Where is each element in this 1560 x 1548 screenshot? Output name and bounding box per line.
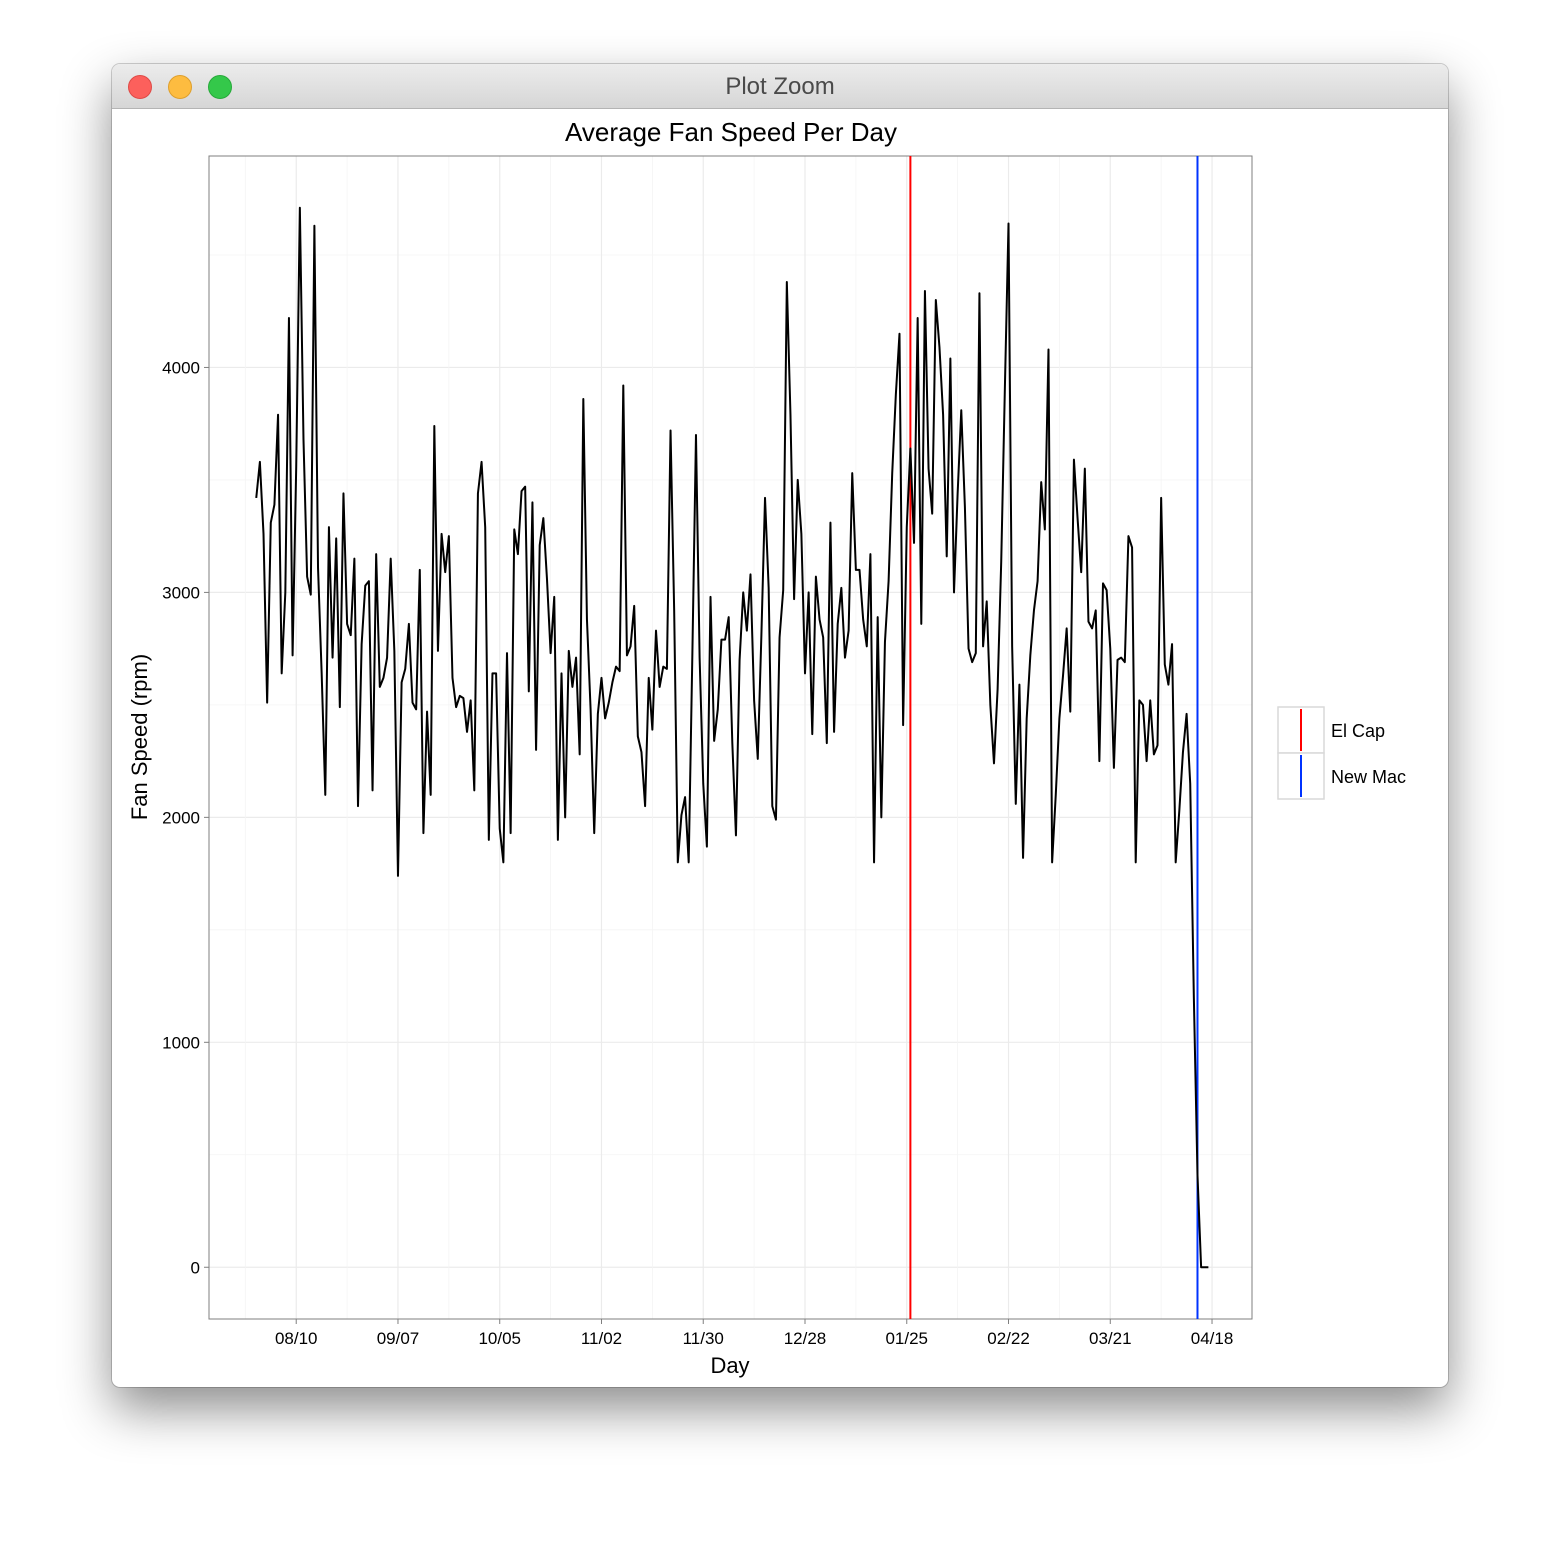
x-tick-label: 11/02 bbox=[581, 1329, 622, 1348]
y-axis-label: Fan Speed (rpm) bbox=[127, 654, 152, 820]
y-tick-label: 0 bbox=[191, 1258, 200, 1277]
x-axis-label: Day bbox=[710, 1353, 749, 1378]
series bbox=[255, 206, 1209, 1269]
legend: El Cap New Mac bbox=[1277, 706, 1406, 800]
fan-speed-chart: Average Fan Speed Per Day 0 1000 2000 3000 4… bbox=[127, 117, 1406, 1378]
y-tick-label: 3000 bbox=[162, 583, 200, 602]
legend-label: El Cap bbox=[1331, 721, 1385, 741]
x-tick-label: 11/30 bbox=[683, 1329, 724, 1348]
x-tick-label: 01/25 bbox=[885, 1329, 928, 1348]
minimize-button[interactable] bbox=[168, 75, 192, 99]
plot-area: Average Fan Speed Per Day 0 1000 2000 3000 4… bbox=[112, 109, 1448, 1387]
y-tick-label: 1000 bbox=[162, 1033, 200, 1052]
x-axis: 08/10 09/07 10/05 11/02 11/30 12/28 01/25 02/22… bbox=[275, 1319, 1233, 1348]
y-tick-label: 4000 bbox=[162, 358, 200, 377]
legend-label: New Mac bbox=[1331, 767, 1406, 787]
x-tick-label: 10/05 bbox=[478, 1329, 521, 1348]
y-tick-label: 2000 bbox=[162, 808, 200, 827]
title-bar[interactable]: Plot Zoom bbox=[112, 64, 1448, 109]
close-button[interactable] bbox=[128, 75, 152, 99]
window-title: Plot Zoom bbox=[725, 73, 835, 100]
chart-title: Average Fan Speed Per Day bbox=[565, 117, 897, 147]
x-tick-label: 03/21 bbox=[1089, 1329, 1132, 1348]
zoom-button[interactable] bbox=[208, 75, 232, 99]
x-tick-label: 09/07 bbox=[377, 1329, 420, 1348]
reference-lines bbox=[909, 156, 1199, 1319]
grid bbox=[209, 156, 1252, 1319]
x-tick-label: 02/22 bbox=[987, 1329, 1030, 1348]
plot-zoom-window: Plot Zoom Average Fan Speed Per Day 0 100… bbox=[112, 64, 1448, 1387]
fan-speed-line bbox=[255, 206, 1209, 1269]
x-tick-label: 12/28 bbox=[784, 1329, 827, 1348]
x-tick-label: 04/18 bbox=[1191, 1329, 1234, 1348]
x-tick-label: 08/10 bbox=[275, 1329, 318, 1348]
plot-panel-border bbox=[208, 155, 1253, 1320]
y-axis: 0 1000 2000 3000 4000 bbox=[162, 358, 209, 1277]
